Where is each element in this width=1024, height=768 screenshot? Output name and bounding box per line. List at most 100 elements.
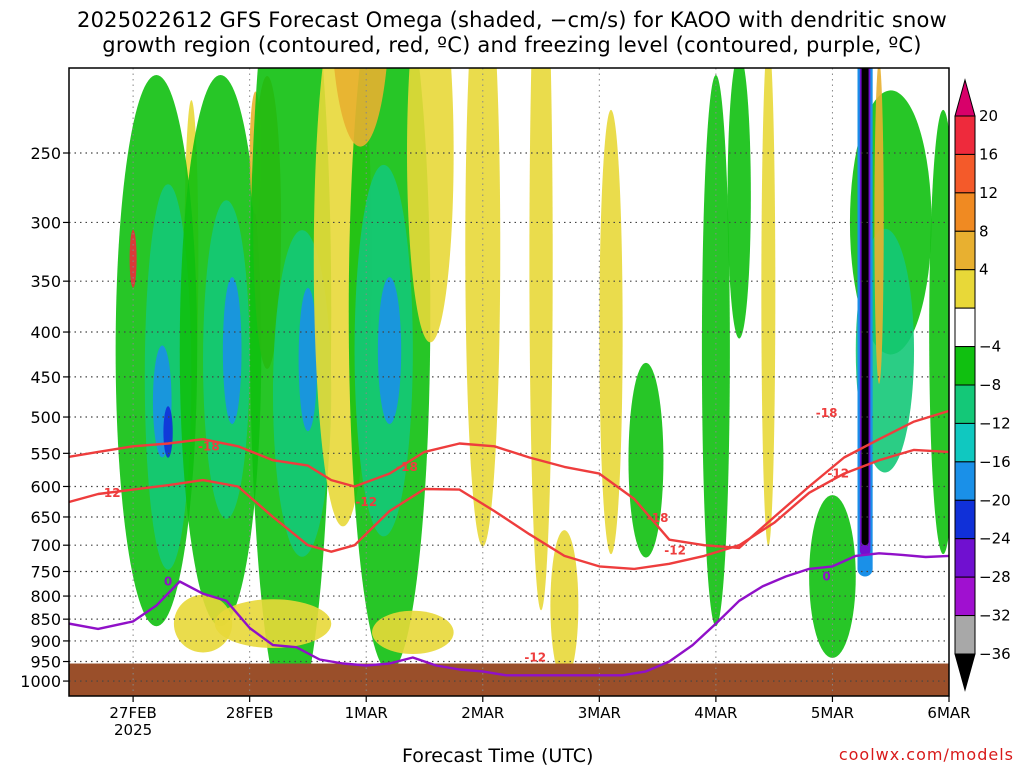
colorbar-seg-2 <box>954 153 976 194</box>
colorbar-label-8: −16 <box>979 453 1011 471</box>
y-tick-label-650: 650 <box>30 508 61 527</box>
label-minus18-c: -18 <box>647 511 669 525</box>
x-tick-label-2MAR: 2MAR <box>461 704 504 722</box>
omega-shade-13 <box>298 287 318 432</box>
omega-shade-20 <box>407 68 454 343</box>
colorbar-seg-10 <box>954 461 976 501</box>
label-minus12-c: -12 <box>524 650 546 664</box>
colorbar-bottom-tip <box>954 653 976 692</box>
y-axis: 250 300 350 400 450 500 550 600 650 700 750 800 850 9… <box>20 144 69 691</box>
credit-text[interactable]: coolwx.com/models <box>838 745 1014 764</box>
colorbar-seg-13 <box>954 576 976 617</box>
grid-lines <box>69 68 949 696</box>
omega-shade-24 <box>628 362 664 558</box>
y-tick-label-1000: 1000 <box>20 672 61 691</box>
colorbar: 20 16 12 8 4 −4 −8 −12 −16 −20 −24 −28 −32 −36 <box>954 78 1011 692</box>
label-minus12-d: -12 <box>664 544 686 558</box>
y-tick-label-600: 600 <box>30 477 61 496</box>
y-tick-label-800: 800 <box>30 587 61 606</box>
x-tick-label-28FEB: 28FEB <box>226 704 273 722</box>
colorbar-label-3: 8 <box>979 222 989 240</box>
colorbar-label-11: −28 <box>979 568 1011 586</box>
omega-shade-18 <box>334 68 387 147</box>
omega-shade-21 <box>465 68 501 547</box>
omega-shade-17 <box>377 277 402 425</box>
omega-shade-35 <box>372 610 454 655</box>
colorbar-seg-7 <box>954 346 976 386</box>
contour-lines <box>69 409 949 677</box>
label-minus18-b: -18 <box>396 460 418 474</box>
x-tick-label-4MAR: 4MAR <box>694 704 737 722</box>
colorbar-label-12: −32 <box>979 607 1011 625</box>
y-tick-label-500: 500 <box>30 408 61 427</box>
omega-shade-34 <box>214 599 332 649</box>
label-zero-b: 0 <box>822 570 830 584</box>
colorbar-label-10: −24 <box>979 530 1011 548</box>
y-tick-label-250: 250 <box>30 144 61 163</box>
colorbar-seg-9 <box>954 422 976 463</box>
colorbar-seg-3 <box>954 192 976 232</box>
omega-core-2 <box>861 68 869 546</box>
x-tick-label-1MAR: 1MAR <box>345 704 388 722</box>
y-tick-label-300: 300 <box>30 213 61 232</box>
colorbar-top-tip <box>954 78 976 117</box>
omega-shade-8 <box>222 277 242 425</box>
colorbar-seg-11 <box>954 499 976 540</box>
colorbar-label-2: 12 <box>979 184 998 202</box>
y-tick-label-900: 900 <box>30 632 61 651</box>
x-tick-sublabel-27FEB: 2025 <box>114 721 152 739</box>
y-tick-label-400: 400 <box>30 323 61 342</box>
label-minus18-d: -18 <box>816 406 838 420</box>
colorbar-label-7: −12 <box>979 414 1011 432</box>
colorbar-label-4: 4 <box>979 261 989 279</box>
omega-shade-30 <box>874 68 884 384</box>
omega-shade-36 <box>173 594 233 653</box>
omega-shade-4 <box>163 406 173 458</box>
omega-shade-19 <box>359 0 373 36</box>
colorbar-seg-1 <box>954 115 976 155</box>
y-tick-label-550: 550 <box>30 444 61 463</box>
x-tick-label-5MAR: 5MAR <box>811 704 854 722</box>
y-tick-label-450: 450 <box>30 368 61 387</box>
contour-dgz_bottom_minus12 <box>69 448 949 571</box>
colorbar-label-5: −4 <box>979 338 1001 356</box>
omega-shade-25 <box>701 75 730 627</box>
label-minus12-a: -12 <box>99 486 121 500</box>
omega-shade-27 <box>761 68 776 547</box>
chart-title-line-2: growth region (contoured, red, ºC) and f… <box>102 33 922 57</box>
omega-shade-22 <box>529 68 553 611</box>
omega-shade-5 <box>129 229 137 288</box>
omega-shade-32 <box>809 495 856 658</box>
y-tick-label-700: 700 <box>30 536 61 555</box>
label-zero-a: 0 <box>164 575 172 589</box>
x-tick-label-3MAR: 3MAR <box>578 704 621 722</box>
contour-labels: -18 -18 -18 -18 -12 -12 -12 -12 -12 0 0 <box>99 406 849 664</box>
colorbar-seg-6 <box>954 307 976 348</box>
label-minus18-a: -18 <box>198 439 220 453</box>
y-tick-label-750: 750 <box>30 562 61 581</box>
contour-freezing_level <box>69 552 949 677</box>
x-tick-label-6MAR: 6MAR <box>927 704 970 722</box>
x-tick-label-27FEB: 27FEB <box>109 704 156 722</box>
colorbar-seg-5 <box>954 269 976 309</box>
x-axis-title: Forecast Time (UTC) <box>402 745 594 767</box>
y-tick-label-850: 850 <box>30 610 61 629</box>
omega-shade-26 <box>727 68 751 339</box>
colorbar-seg-12 <box>954 538 976 578</box>
chart-title-line-1: 2025022612 GFS Forecast Omega (shaded, −… <box>77 8 947 32</box>
label-minus12-b: -12 <box>355 495 377 509</box>
colorbar-label-13: −36 <box>979 645 1011 663</box>
colorbar-seg-4 <box>954 230 976 271</box>
colorbar-seg-8 <box>954 384 976 424</box>
colorbar-label-6: −8 <box>979 376 1001 394</box>
omega-shade-33 <box>550 530 579 681</box>
label-minus12-e: -12 <box>827 467 849 481</box>
y-tick-label-950: 950 <box>30 653 61 672</box>
colorbar-label-9: −20 <box>979 491 1011 509</box>
plot-frame <box>68 67 950 697</box>
contour-dgz_top_minus18 <box>69 409 949 550</box>
colorbar-label-1: 16 <box>979 145 998 163</box>
terrain-band <box>69 663 949 696</box>
